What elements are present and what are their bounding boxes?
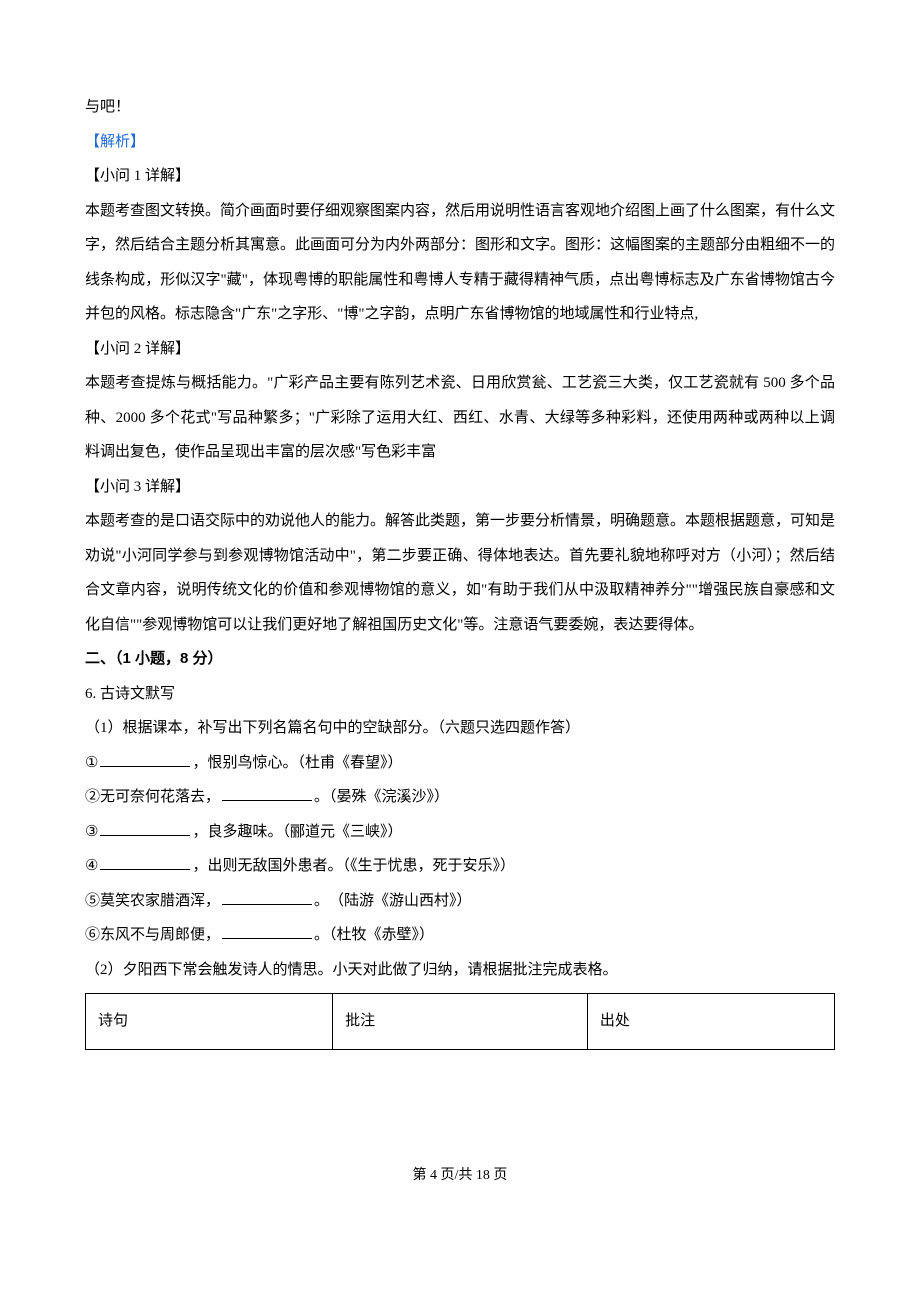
fill-item-6: ⑥东风不与周郎便， 。（杜牧《赤壁》） [85, 918, 835, 953]
fill-blank[interactable] [100, 749, 190, 767]
item-prefix: ②无可奈何花落去， [85, 789, 220, 805]
annotation-table: 诗句 批注 出处 [85, 993, 835, 1050]
fill-item-5: ⑤莫笑农家腊酒浑， 。 （陆游《游山西村》） [85, 884, 835, 919]
table-header-cell: 诗句 [86, 994, 333, 1050]
item-suffix: 。 （陆游《游山西村》） [314, 893, 472, 909]
item-suffix: 。（杜牧《赤壁》） [314, 927, 434, 943]
fill-blank[interactable] [222, 783, 312, 801]
item-prefix: ⑤莫笑农家腊酒浑， [85, 893, 220, 909]
subquestion-2-body: 本题考查提炼与概括能力。"广彩产品主要有陈列艺术瓷、日用欣赏瓮、工艺瓷三大类，仅… [85, 366, 835, 470]
fill-blank[interactable] [222, 887, 312, 905]
item-prefix: ⑥东风不与周郎便， [85, 927, 220, 943]
question-6-heading: 6. 古诗文默写 [85, 677, 835, 712]
subquestion-3-body: 本题考查的是口语交际中的劝说他人的能力。解答此类题，第一步要分析情景，明确题意。… [85, 504, 835, 642]
analysis-heading: 【解析】 [85, 125, 835, 160]
fill-item-1: ① ，恨别鸟惊心。（杜甫《春望》） [85, 746, 835, 781]
question-part-1: （1）根据课本，补写出下列名篇名句中的空缺部分。（六题只选四题作答） [85, 711, 835, 746]
item-prefix: ① [85, 755, 98, 771]
item-suffix: ，恨别鸟惊心。（杜甫《春望》） [192, 755, 402, 771]
subquestion-1-body: 本题考查图文转换。简介画面时要仔细观察图案内容，然后用说明性语言客观地介绍图上画… [85, 194, 835, 332]
table-header-row: 诗句 批注 出处 [86, 994, 835, 1050]
fill-blank[interactable] [100, 818, 190, 836]
fill-item-2: ②无可奈何花落去， 。（晏殊《浣溪沙》） [85, 780, 835, 815]
item-prefix: ③ [85, 824, 98, 840]
item-prefix: ④ [85, 858, 98, 874]
table-header-cell: 批注 [333, 994, 588, 1050]
subquestion-1-heading: 【小问 1 详解】 [85, 159, 835, 194]
subquestion-3-heading: 【小问 3 详解】 [85, 470, 835, 505]
item-suffix: ，良多趣味。（郦道元《三峡》） [192, 824, 402, 840]
fill-blank[interactable] [222, 921, 312, 939]
table-header-cell: 出处 [587, 994, 834, 1050]
item-suffix: 。（晏殊《浣溪沙》） [314, 789, 449, 805]
fill-item-3: ③ ，良多趣味。（郦道元《三峡》） [85, 815, 835, 850]
fill-blank[interactable] [100, 852, 190, 870]
question-part-2: （2）夕阳西下常会触发诗人的情思。小天对此做了归纳，请根据批注完成表格。 [85, 953, 835, 988]
subquestion-2-heading: 【小问 2 详解】 [85, 332, 835, 367]
section-2-header: 二、（1 小题，8 分） [85, 642, 835, 677]
text-line: 与吧！ [85, 90, 835, 125]
item-suffix: ，出则无敌国外患者。（《生于忧患，死于安乐》） [192, 858, 515, 874]
page-footer: 第 4 页/共 18 页 [85, 1160, 835, 1192]
fill-item-4: ④ ，出则无敌国外患者。（《生于忧患，死于安乐》） [85, 849, 835, 884]
